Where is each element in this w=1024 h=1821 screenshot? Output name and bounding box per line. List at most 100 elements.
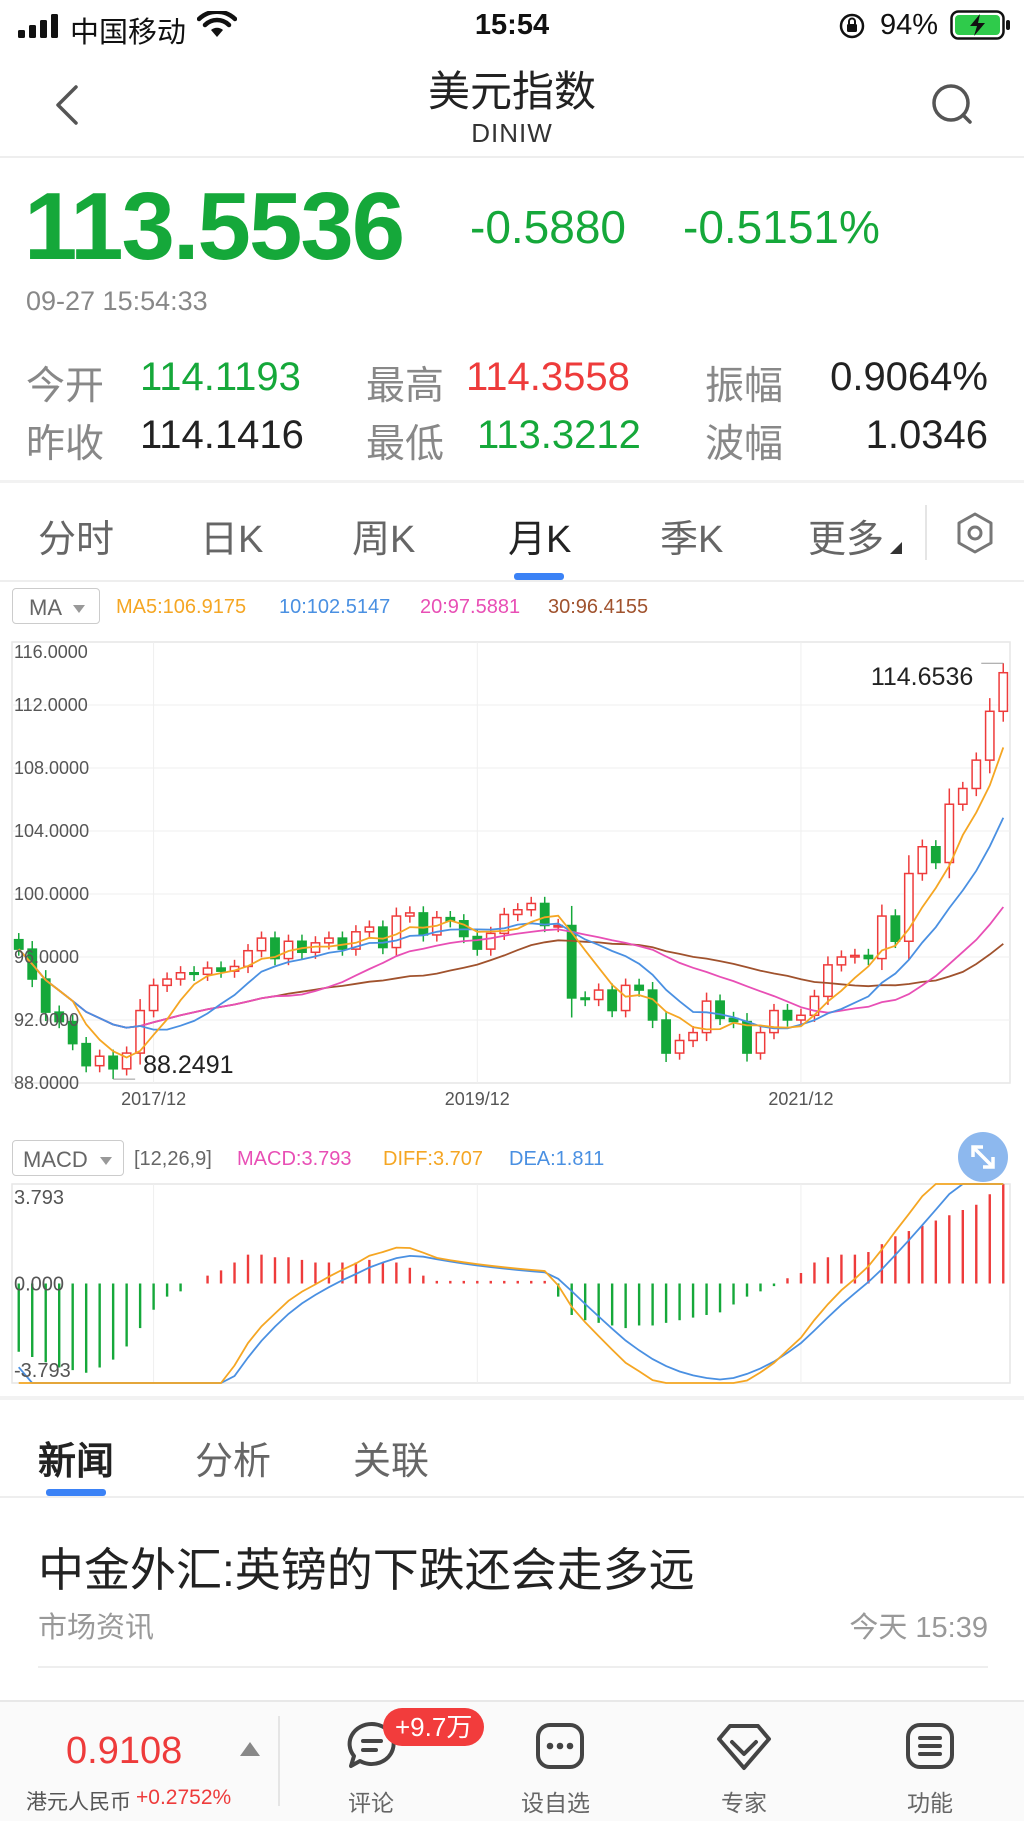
settings-icon[interactable] (955, 512, 995, 554)
quote-datetime: 09-27 15:54:33 (26, 286, 208, 316)
candle-body (256, 937, 267, 952)
candle-body (175, 972, 186, 980)
y-axis-label: 116.0000 (14, 642, 88, 662)
tab-weekly-k[interactable]: 周K (352, 519, 416, 561)
diff-line (18, 1183, 1004, 1384)
candle-body (796, 1014, 806, 1021)
divider (0, 156, 1024, 158)
candle-body (324, 937, 334, 944)
low-value: 113.3212 (477, 413, 641, 457)
amplitude-value: 0.9064% (830, 355, 988, 399)
macd-selector-label: MACD (23, 1147, 88, 1172)
tab-intraday[interactable]: 分时 (38, 519, 115, 561)
related-change: +0.2752% (136, 1786, 232, 1809)
tab-monthly-k[interactable]: 月K (508, 519, 572, 561)
price-change: -0.5880 (470, 201, 627, 253)
candle-body (364, 926, 375, 933)
tab-more[interactable]: 更多 (808, 519, 885, 561)
tab-daily-k[interactable]: 日K (200, 519, 264, 561)
candle-body (688, 1031, 698, 1042)
candle-body (984, 710, 995, 761)
y-axis-label: 96.0000 (14, 947, 79, 967)
max-price-label: 114.6536 (871, 663, 973, 691)
candle-body (108, 1055, 119, 1070)
candle-body (890, 915, 901, 942)
news-time: 今天 15:39 (849, 1612, 988, 1644)
more-dots-icon (536, 1723, 584, 1769)
tab-related[interactable]: 关联 (353, 1441, 430, 1483)
ma-selector[interactable]: MA (12, 588, 100, 624)
candle-body (472, 935, 483, 950)
add-watchlist-button[interactable]: 设自选 (506, 1702, 616, 1821)
active-tab-indicator (514, 573, 564, 580)
open-value: 114.1193 (140, 355, 301, 399)
diff-value: DIFF:3.707 (383, 1148, 484, 1170)
candle-body (189, 972, 199, 976)
candle-body (903, 872, 914, 942)
candle-body (728, 1017, 739, 1023)
ma-selector-label: MA (29, 595, 61, 620)
candle-body (94, 1055, 105, 1067)
macd-y-label: 3.793 (14, 1187, 64, 1209)
ma20-line (18, 906, 1005, 1029)
tab-quarterly-k[interactable]: 季K (660, 519, 724, 561)
candle-body (823, 964, 833, 998)
candle-body (742, 1020, 752, 1054)
open-label: 今开 (26, 365, 105, 408)
high-value: 114.3558 (466, 355, 630, 399)
macd-chart[interactable]: 3.793 0.000 -3.793 (0, 1180, 1024, 1395)
candle-body (148, 984, 159, 1012)
bottom-divider (278, 1716, 280, 1806)
menu-icon (906, 1723, 954, 1769)
news-item[interactable]: 中金外汇:英镑的下跌还会走多远 市场资讯 今天 15:39 (0, 1500, 1024, 1666)
ma30-legend: 30:96.4155 (548, 596, 649, 618)
chevron-down-icon (99, 1157, 112, 1166)
x-axis-label: 2017/12 (121, 1089, 186, 1109)
search-icon[interactable] (930, 82, 974, 128)
tab-analysis[interactable]: 分析 (195, 1441, 272, 1483)
expert-button[interactable]: 专家 (694, 1702, 794, 1821)
candle-body (634, 984, 645, 991)
diamond-icon (717, 1724, 771, 1770)
news-tab-indicator (46, 1489, 106, 1496)
macd-selector[interactable]: MACD (12, 1140, 124, 1176)
candlestick-chart[interactable]: 116.0000 112.0000 108.0000 104.0000 100.0000… (0, 630, 1024, 1110)
candle-body (917, 846, 928, 875)
expand-icon (971, 1145, 995, 1169)
news-headline: 中金外汇:英镑的下跌还会走多远 (38, 1544, 695, 1596)
tab-news[interactable]: 新闻 (38, 1441, 115, 1483)
candle-body (202, 967, 213, 976)
candle-body (297, 940, 307, 954)
candle-body (81, 1042, 92, 1067)
dropdown-corner-icon (890, 542, 902, 554)
candle-body (580, 997, 591, 1001)
macd-params: [12,26,9] (134, 1148, 212, 1170)
x-axis-label: 2021/12 (768, 1089, 833, 1109)
high-label: 最高 (366, 365, 445, 408)
back-icon[interactable] (52, 84, 82, 126)
candle-body (67, 1020, 78, 1045)
candle-body (54, 1011, 65, 1023)
candle-body (418, 912, 429, 936)
page-title: 美元指数 (427, 68, 596, 115)
candle-body (499, 913, 510, 935)
fullscreen-button[interactable] (958, 1132, 1008, 1182)
candle-body (930, 846, 941, 864)
macd-frame (11, 1183, 1011, 1384)
battery-percent: 94% (880, 9, 939, 41)
volatility-label: 波幅 (705, 423, 784, 466)
dea-value: DEA:1.811 (509, 1148, 605, 1170)
function-button[interactable]: 功能 (880, 1702, 980, 1821)
candle-body (944, 803, 955, 864)
section-gap (0, 1396, 1024, 1400)
divider (38, 1666, 988, 1668)
ma10-line (18, 817, 1005, 1031)
related-quote[interactable]: 0.9108 港元人民币 +0.2752% (0, 1702, 276, 1821)
related-price: 0.9108 (66, 1730, 183, 1772)
candle-body (620, 984, 631, 1012)
candle-body (701, 1000, 712, 1034)
amplitude-label: 振幅 (705, 365, 784, 408)
price-change-percent: -0.5151% (683, 201, 880, 253)
candle-body (40, 978, 51, 1013)
